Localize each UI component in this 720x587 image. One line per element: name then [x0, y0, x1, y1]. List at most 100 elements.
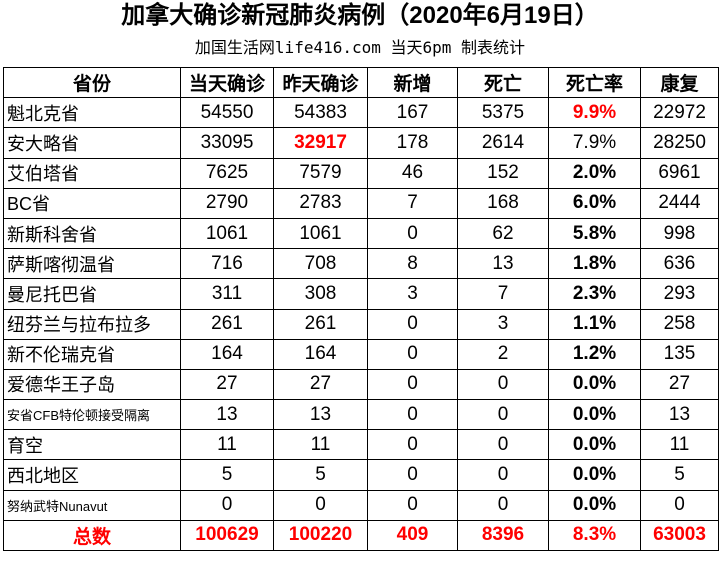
table-cell: 716 — [180, 248, 274, 280]
table-cell: 0 — [367, 459, 458, 491]
table-cell: 261 — [273, 308, 368, 340]
table-cell: 27 — [180, 368, 274, 401]
table-cell: 努纳武特Nunavut — [3, 489, 181, 521]
table-cell: 0 — [180, 489, 274, 521]
table-cell: 0.0% — [548, 368, 641, 401]
table-cell: 27 — [640, 368, 719, 401]
table-cell: 3 — [367, 278, 458, 310]
table-cell: 0 — [367, 217, 458, 250]
table-cell: 409 — [367, 519, 458, 552]
table-cell: 3 — [457, 308, 549, 340]
table-cell: 54383 — [273, 97, 368, 129]
table-row: 艾伯塔省 7625 7579 46 152 2.0% 6961 — [3, 157, 719, 189]
table-cell: 8396 — [457, 519, 549, 552]
table-row: 省份 当天确诊 昨天确诊 新增 死亡 死亡率 康复 — [3, 66, 719, 99]
table-cell: 308 — [273, 278, 368, 310]
table-cell: 7 — [457, 278, 549, 310]
table-cell: 新增 — [367, 66, 458, 99]
table-cell: 0 — [367, 489, 458, 521]
table-cell: 178 — [367, 127, 458, 159]
table-cell: 0 — [367, 429, 458, 461]
table-cell: 13 — [457, 248, 549, 280]
table-cell: 西北地区 — [3, 459, 181, 491]
table-row: BC省 2790 2783 7 168 6.0% 2444 — [3, 187, 719, 219]
table-cell: 9.9% — [548, 97, 641, 129]
table-cell: 11 — [180, 429, 274, 461]
table-row: 魁北克省 54550 54383 167 5375 9.9% 22972 — [3, 97, 719, 129]
table-cell: 22972 — [640, 97, 719, 129]
table-cell: 康复 — [640, 66, 719, 99]
table-cell: 7579 — [273, 157, 368, 189]
table-cell: 13 — [180, 399, 274, 431]
table-cell: 2444 — [640, 187, 719, 219]
table-cell: 0 — [640, 489, 719, 521]
table-cell: 萨斯喀彻温省 — [3, 248, 181, 280]
table-cell: 0.0% — [548, 429, 641, 461]
table-cell: 11 — [273, 429, 368, 461]
table-cell: 11 — [640, 429, 719, 461]
table-cell: 1.1% — [548, 308, 641, 340]
table-cell: 28250 — [640, 127, 719, 159]
table-cell: 0 — [367, 368, 458, 401]
table-cell: 5 — [640, 459, 719, 491]
table-cell: 261 — [180, 308, 274, 340]
table-cell: 2.3% — [548, 278, 641, 310]
table-cell: 62 — [457, 217, 549, 250]
table-cell: 100629 — [180, 519, 274, 552]
table-cell: 6.0% — [548, 187, 641, 219]
table-row: 西北地区 5 5 0 0 0.0% 5 — [3, 459, 719, 491]
table-cell: 0 — [367, 338, 458, 370]
table-row: 曼尼托巴省 311 308 3 7 2.3% 293 — [3, 278, 719, 310]
table-cell: 5 — [180, 459, 274, 491]
table-cell: 5.8% — [548, 217, 641, 250]
table-cell: 0 — [273, 489, 368, 521]
table-cell: 167 — [367, 97, 458, 129]
table-cell: 2783 — [273, 187, 368, 219]
table-cell: 7625 — [180, 157, 274, 189]
table-cell: 安大略省 — [3, 127, 181, 159]
table-cell: 998 — [640, 217, 719, 250]
table-cell: 8.3% — [548, 519, 641, 552]
table-row: 萨斯喀彻温省 716 708 8 13 1.8% 636 — [3, 248, 719, 280]
table-cell: 258 — [640, 308, 719, 340]
table-cell: 13 — [273, 399, 368, 431]
table-cell: 死亡 — [457, 66, 549, 99]
table-cell: 2614 — [457, 127, 549, 159]
table-cell: 总数 — [3, 519, 181, 552]
table-cell: 爱德华王子岛 — [3, 368, 181, 401]
table-cell: 164 — [273, 338, 368, 370]
table-cell: 1061 — [273, 217, 368, 250]
table-cell: 708 — [273, 248, 368, 280]
table-cell: 5 — [273, 459, 368, 491]
table-cell: 曼尼托巴省 — [3, 278, 181, 310]
table-cell: 636 — [640, 248, 719, 280]
table-cell: 0 — [367, 308, 458, 340]
table-cell: 纽芬兰与拉布拉多 — [3, 308, 181, 340]
table-cell: 1.2% — [548, 338, 641, 370]
table-cell: 1.8% — [548, 248, 641, 280]
table-cell: 0 — [367, 399, 458, 431]
table-cell: 311 — [180, 278, 274, 310]
table-row: 总数 100629 100220 409 8396 8.3% 63003 — [3, 519, 719, 552]
table-cell: 死亡率 — [548, 66, 641, 99]
table-cell: 152 — [457, 157, 549, 189]
table-row: 努纳武特Nunavut 0 0 0 0 0.0% 0 — [3, 489, 719, 521]
table-cell: 0.0% — [548, 489, 641, 521]
table-cell: 2790 — [180, 187, 274, 219]
table-cell: 1061 — [180, 217, 274, 250]
table-row: 新斯科舍省 1061 1061 0 62 5.8% 998 — [3, 217, 719, 250]
subtitle: 加国生活网life416.com 当天6pm 制表统计 — [194, 38, 526, 57]
table-cell: 0 — [457, 368, 549, 401]
table-cell: 新不伦瑞克省 — [3, 338, 181, 370]
table-row: 爱德华王子岛 27 27 0 0 0.0% 27 — [3, 368, 719, 401]
table-cell: 32917 — [273, 127, 368, 159]
table-cell: 6961 — [640, 157, 719, 189]
table-cell: 0 — [457, 459, 549, 491]
table-cell: 新斯科舍省 — [3, 217, 181, 250]
table-row: 新不伦瑞克省 164 164 0 2 1.2% 135 — [3, 338, 719, 370]
table-cell: 63003 — [640, 519, 719, 552]
table-cell: BC省 — [3, 187, 181, 219]
table-cell: 昨天确诊 — [273, 66, 368, 99]
table-cell: 33095 — [180, 127, 274, 159]
